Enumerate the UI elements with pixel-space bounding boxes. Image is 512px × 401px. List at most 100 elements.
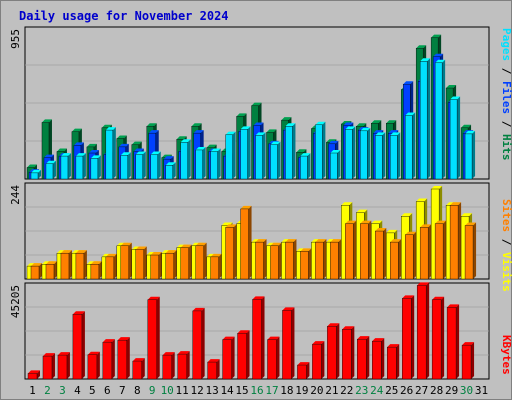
files-bar-16-top bbox=[253, 122, 264, 126]
hits-bar-9-top bbox=[146, 123, 157, 127]
sites-bar-26 bbox=[404, 234, 414, 280]
kbytes-bar-22-top bbox=[342, 326, 355, 330]
sites-bar-24-side bbox=[383, 228, 387, 279]
kbytes-bar-22-side bbox=[351, 326, 355, 379]
kbytes-bar-6-top bbox=[102, 339, 115, 343]
kbytes-bar-20-side bbox=[321, 341, 325, 379]
x-tick-label-3: 3 bbox=[59, 384, 66, 397]
files-bar-9-top bbox=[148, 130, 159, 134]
hits-bar-8-top bbox=[131, 141, 142, 145]
kbytes-bar-13-top bbox=[207, 359, 220, 363]
kbytes-bar-21 bbox=[327, 326, 337, 380]
sites-bar-5-top bbox=[90, 261, 102, 265]
hits-bar-27-top bbox=[416, 45, 427, 49]
x-tick-label-9: 9 bbox=[149, 384, 156, 397]
pages-bar-19-top bbox=[300, 153, 311, 157]
kbytes-bar-17 bbox=[267, 339, 277, 380]
pages-bar-20 bbox=[315, 124, 323, 180]
x-tick-label-30: 30 bbox=[460, 384, 473, 397]
x-tick-label-5: 5 bbox=[89, 384, 96, 397]
sites-bar-7-side bbox=[128, 242, 132, 279]
sites-bar-6 bbox=[105, 256, 115, 280]
sites-bar-12-side bbox=[203, 242, 207, 279]
pages-bar-7 bbox=[120, 155, 129, 180]
sites-bar-1-top bbox=[31, 263, 42, 267]
sites-bar-13-top bbox=[210, 253, 222, 257]
sites-bar-12 bbox=[195, 245, 204, 280]
sites-bar-20-side bbox=[323, 239, 327, 279]
pages-bar-28 bbox=[434, 62, 443, 180]
pages-bar-11 bbox=[180, 142, 188, 180]
sites-bar-3-side bbox=[68, 250, 72, 279]
x-tick-label-20: 20 bbox=[310, 384, 323, 397]
kbytes-bar-11 bbox=[177, 353, 187, 380]
kbytes-bar-20-top bbox=[312, 341, 325, 345]
sites-bar-20-top bbox=[315, 239, 327, 243]
kbytes-bar-4-top bbox=[72, 311, 85, 315]
x-tick-label-19: 19 bbox=[295, 384, 308, 397]
kbytes-bar-1-side bbox=[37, 370, 40, 379]
legend-separator: / bbox=[500, 114, 512, 134]
x-tick-label-18: 18 bbox=[280, 384, 293, 397]
pages-bar-24 bbox=[375, 135, 383, 180]
files-bar-28-top bbox=[433, 53, 444, 57]
sites-bar-15 bbox=[240, 208, 249, 280]
x-tick-label-26: 26 bbox=[400, 384, 413, 397]
visits-bar-24-top bbox=[371, 220, 383, 224]
kbytes-bar-9-side bbox=[156, 296, 160, 379]
sites-bar-11 bbox=[180, 247, 189, 280]
kbytes-bar-4-side bbox=[81, 311, 85, 379]
pages-bar-23 bbox=[360, 130, 368, 180]
sites-bar-4-top bbox=[75, 250, 87, 254]
sites-bar-18-top bbox=[285, 239, 297, 243]
pages-bar-19 bbox=[300, 155, 308, 180]
pages-bar-17 bbox=[270, 144, 278, 180]
legend-separator: / bbox=[500, 61, 512, 81]
pages-bar-5 bbox=[90, 158, 99, 180]
hits-bar-3-top bbox=[56, 148, 67, 152]
pages-bar-22-top bbox=[345, 126, 356, 130]
sites-bar-21-side bbox=[338, 239, 342, 279]
x-tick-label-1: 1 bbox=[29, 384, 36, 397]
kbytes-bar-10-top bbox=[162, 352, 175, 356]
kbytes-bar-2 bbox=[42, 355, 53, 380]
kbytes-bar-5 bbox=[87, 354, 98, 380]
sites-bar-13-side bbox=[218, 253, 222, 279]
hits-bar-28-top bbox=[431, 34, 442, 38]
sites-bar-28 bbox=[434, 223, 444, 280]
files-bar-21-top bbox=[328, 140, 339, 144]
x-tick-label-14: 14 bbox=[220, 384, 234, 397]
sites-bar-21 bbox=[330, 241, 339, 280]
sites-bar-11-top bbox=[180, 244, 192, 248]
pages-bar-7-side bbox=[127, 152, 131, 179]
pages-bar-9-side bbox=[157, 151, 161, 179]
sites-bar-25-side bbox=[398, 239, 402, 279]
kbytes-bar-18-side bbox=[291, 307, 295, 379]
sites-bar-14-side bbox=[233, 224, 237, 279]
sites-bar-7 bbox=[120, 245, 130, 280]
sites-bar-15-side bbox=[248, 205, 252, 279]
kbytes-bar-16-side bbox=[261, 296, 265, 379]
files-bar-10-top bbox=[163, 156, 174, 160]
hits-bar-13-top bbox=[206, 144, 217, 148]
sites-bar-23-side bbox=[368, 220, 372, 279]
pages-bar-17-top bbox=[270, 141, 281, 145]
kbytes-bar-25-top bbox=[387, 344, 400, 348]
kbytes-bar-12 bbox=[192, 310, 202, 380]
panel-1-legend: Pages / Files / Hits bbox=[500, 28, 512, 161]
pages-bar-16-side bbox=[262, 132, 266, 179]
kbytes-bar-1 bbox=[27, 373, 38, 380]
kbytes-bar-10 bbox=[162, 354, 172, 380]
sites-bar-1 bbox=[30, 265, 40, 280]
sites-bar-29-side bbox=[458, 202, 462, 279]
visits-bar-22-top bbox=[341, 202, 353, 206]
sites-bar-1-side bbox=[39, 263, 42, 279]
hits-bar-29-top bbox=[446, 85, 457, 89]
kbytes-bar-29 bbox=[446, 307, 457, 380]
pages-bar-13-top bbox=[210, 148, 221, 152]
kbytes-bar-8 bbox=[132, 360, 142, 380]
hits-bar-25-top bbox=[386, 120, 397, 124]
sites-bar-30 bbox=[464, 225, 474, 280]
legend-visits-label: Visits bbox=[500, 252, 512, 292]
